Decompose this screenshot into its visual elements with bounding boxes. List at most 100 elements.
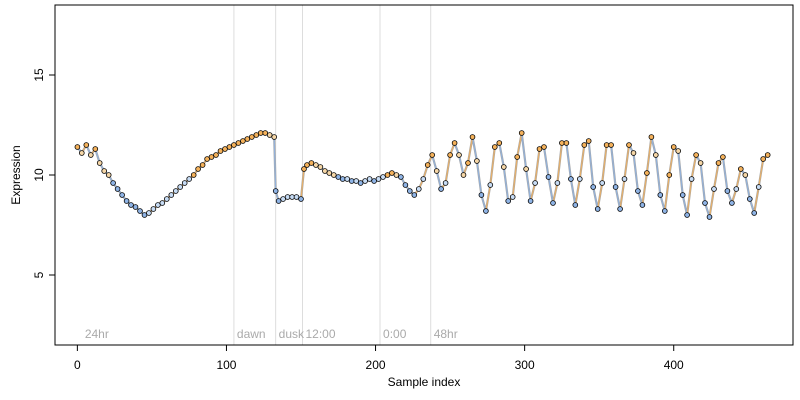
data-point-33 (222, 146, 228, 152)
data-point-105 (536, 146, 543, 152)
data-point-52 (301, 166, 307, 172)
series-segment-92 (476, 160, 482, 196)
data-point-101 (518, 130, 525, 136)
data-point-135 (670, 144, 677, 150)
data-point-10 (119, 192, 125, 198)
data-point-146 (720, 154, 726, 160)
data-point-27 (195, 166, 201, 172)
series-segment-132 (655, 154, 661, 196)
data-point-94 (487, 182, 494, 188)
series-segment-109 (552, 182, 559, 204)
data-point-56 (317, 164, 324, 170)
data-point-136 (675, 148, 681, 154)
data-point-151 (742, 172, 749, 178)
data-point-88 (460, 172, 467, 178)
data-point-58 (326, 170, 333, 176)
data-point-53 (304, 162, 310, 168)
data-point-95 (491, 144, 498, 150)
data-point-154 (755, 184, 762, 190)
data-point-111 (563, 140, 570, 146)
data-point-21 (168, 192, 175, 198)
data-point-44 (271, 134, 278, 140)
series-segment-145 (713, 162, 720, 190)
series-segment-142 (699, 162, 706, 204)
data-point-39 (249, 134, 255, 140)
data-point-110 (559, 140, 565, 146)
series-segment-52 (300, 168, 305, 200)
data-point-18 (155, 202, 161, 208)
series-segment-45 (273, 136, 277, 192)
data-point-51 (298, 196, 304, 202)
x-tick-label-0: 0 (74, 358, 81, 372)
data-point-123 (617, 206, 623, 212)
data-point-47 (280, 196, 286, 202)
series-segment-154 (753, 186, 760, 214)
data-point-118 (594, 206, 601, 212)
data-point-116 (585, 138, 592, 144)
data-point-46 (275, 198, 282, 204)
data-point-14 (137, 208, 143, 214)
series-segment-94 (485, 184, 491, 212)
reference-label-4: 0:00 (383, 327, 407, 341)
data-point-83 (438, 186, 444, 192)
data-point-121 (608, 142, 614, 148)
data-point-86 (451, 140, 458, 146)
series-segment-134 (664, 174, 670, 212)
data-point-38 (244, 136, 251, 142)
data-point-109 (554, 180, 561, 186)
data-point-35 (231, 142, 237, 148)
data-point-108 (550, 200, 556, 206)
data-point-48 (284, 194, 291, 200)
data-point-34 (226, 144, 233, 150)
data-point-24 (181, 180, 188, 186)
data-point-147 (724, 188, 731, 194)
series-segment-101 (516, 132, 523, 158)
data-point-23 (177, 184, 184, 190)
series-segment-113 (570, 178, 576, 206)
data-point-80 (424, 162, 431, 168)
data-point-145 (715, 160, 722, 166)
reference-label-1: dawn (237, 327, 266, 341)
data-point-82 (433, 168, 440, 174)
series-segment-129 (641, 172, 648, 206)
data-point-131 (652, 152, 659, 158)
data-point-32 (217, 148, 224, 154)
series-segment-117 (588, 140, 594, 188)
series-segment-135 (668, 146, 675, 176)
data-point-85 (447, 152, 453, 158)
series-segment-90 (467, 136, 474, 164)
data-point-28 (199, 162, 206, 168)
series-segment-105 (534, 148, 541, 184)
data-point-119 (599, 180, 605, 186)
data-point-124 (621, 176, 628, 182)
series-segment-114 (574, 178, 581, 206)
data-point-75 (402, 182, 409, 188)
data-point-152 (746, 196, 753, 202)
data-point-17 (150, 206, 157, 212)
data-point-133 (661, 208, 668, 214)
data-point-141 (697, 160, 704, 166)
data-point-137 (679, 192, 686, 198)
data-point-107 (545, 174, 552, 180)
series-segment-125 (623, 144, 630, 180)
series-segment-140 (691, 154, 697, 180)
series-segment-97 (498, 142, 505, 168)
data-point-114 (576, 176, 583, 182)
data-point-104 (532, 180, 538, 186)
data-point-22 (173, 188, 179, 194)
series-segment-85 (445, 154, 451, 184)
series-segment-91 (471, 136, 478, 162)
data-point-4 (92, 146, 99, 152)
x-tick-label-1: 100 (216, 358, 236, 372)
series-segment-104 (530, 182, 536, 202)
x-tick-label-3: 300 (515, 358, 535, 372)
data-point-1 (79, 150, 85, 156)
data-point-98 (505, 198, 512, 204)
data-point-19 (159, 200, 166, 206)
series-segment-107 (543, 146, 550, 178)
data-point-91 (474, 158, 480, 164)
series-segment-127 (632, 152, 639, 192)
series-segment-115 (579, 144, 585, 180)
series-segment-110 (556, 142, 563, 184)
data-point-37 (240, 138, 246, 144)
